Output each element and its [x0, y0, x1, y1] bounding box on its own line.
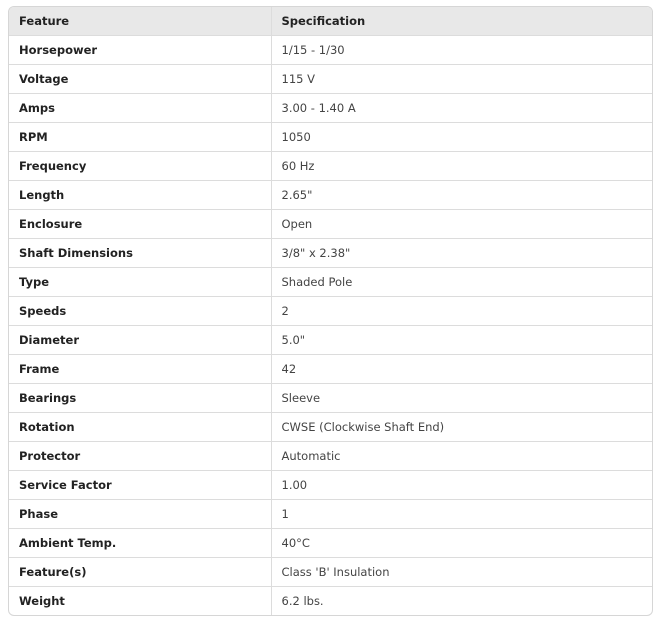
feature-cell: Bearings	[9, 383, 271, 413]
specification-cell: 1	[270, 499, 652, 529]
header-feature: Feature	[9, 7, 271, 36]
table-row: Amps 3.00 - 1.40 A	[9, 93, 652, 123]
specification-cell: 60 Hz	[270, 151, 652, 181]
table-row: Phase 1	[9, 499, 652, 529]
table-row: Feature(s) Class 'B' Insulation	[9, 557, 652, 587]
specification-cell: Shaded Pole	[270, 267, 652, 297]
feature-cell: Phase	[9, 499, 271, 529]
specification-cell: Open	[270, 209, 652, 239]
specification-cell: 115 V	[270, 64, 652, 94]
table-row: Frequency 60 Hz	[9, 151, 652, 181]
specification-cell: 1050	[270, 122, 652, 152]
feature-cell: Amps	[9, 93, 271, 123]
specification-cell: 42	[270, 354, 652, 384]
feature-cell: Length	[9, 180, 271, 210]
table-header-row: Feature Specification	[9, 7, 652, 36]
specification-cell: 2	[270, 296, 652, 326]
specification-cell: Automatic	[270, 441, 652, 471]
specification-cell: 1/15 - 1/30	[270, 35, 652, 65]
table-row: Protector Automatic	[9, 441, 652, 471]
header-specification: Specification	[270, 7, 652, 36]
specification-cell: 2.65"	[270, 180, 652, 210]
table-row: Ambient Temp. 40°C	[9, 528, 652, 558]
feature-cell: Voltage	[9, 64, 271, 94]
feature-cell: Service Factor	[9, 470, 271, 500]
table-row: Type Shaded Pole	[9, 267, 652, 297]
feature-cell: Rotation	[9, 412, 271, 442]
specification-cell: Sleeve	[270, 383, 652, 413]
feature-cell: RPM	[9, 122, 271, 152]
table-row: Horsepower 1/15 - 1/30	[9, 35, 652, 65]
table-row: Rotation CWSE (Clockwise Shaft End)	[9, 412, 652, 442]
table-row: Shaft Dimensions 3/8" x 2.38"	[9, 238, 652, 268]
feature-cell: Speeds	[9, 296, 271, 326]
table-row: Length 2.65"	[9, 180, 652, 210]
table-row: Service Factor 1.00	[9, 470, 652, 500]
table-row: Enclosure Open	[9, 209, 652, 239]
feature-cell: Ambient Temp.	[9, 528, 271, 558]
specification-cell: Class 'B' Insulation	[270, 557, 652, 587]
feature-cell: Type	[9, 267, 271, 297]
table-row: RPM 1050	[9, 122, 652, 152]
specification-cell: 5.0"	[270, 325, 652, 355]
table-row: Diameter 5.0"	[9, 325, 652, 355]
table-body: Horsepower 1/15 - 1/30 Voltage 115 V Amps 3.0…	[9, 35, 652, 615]
table-row: Voltage 115 V	[9, 64, 652, 94]
feature-cell: Feature(s)	[9, 557, 271, 587]
table-row: Frame 42	[9, 354, 652, 384]
specification-cell: CWSE (Clockwise Shaft End)	[270, 412, 652, 442]
specification-cell: 3.00 - 1.40 A	[270, 93, 652, 123]
feature-cell: Enclosure	[9, 209, 271, 239]
feature-cell: Diameter	[9, 325, 271, 355]
spec-table: Feature Specification Horsepower 1/15 - 1…	[9, 7, 652, 615]
feature-cell: Frequency	[9, 151, 271, 181]
table-row: Speeds 2	[9, 296, 652, 326]
specification-cell: 40°C	[270, 528, 652, 558]
feature-cell: Weight	[19, 594, 65, 608]
feature-cell: Horsepower	[9, 35, 271, 65]
feature-cell: Protector	[9, 441, 271, 471]
specification-cell: 6.2 lbs.	[270, 586, 652, 615]
specification-cell: 3/8" x 2.38"	[270, 238, 652, 268]
spec-table-container: Feature Specification Horsepower 1/15 - 1…	[8, 6, 653, 616]
specification-cell: 1.00	[270, 470, 652, 500]
table-row: Weight 6.2 lbs.	[9, 586, 652, 615]
feature-cell: Shaft Dimensions	[9, 238, 271, 268]
feature-cell: Frame	[9, 354, 271, 384]
table-row: Bearings Sleeve	[9, 383, 652, 413]
